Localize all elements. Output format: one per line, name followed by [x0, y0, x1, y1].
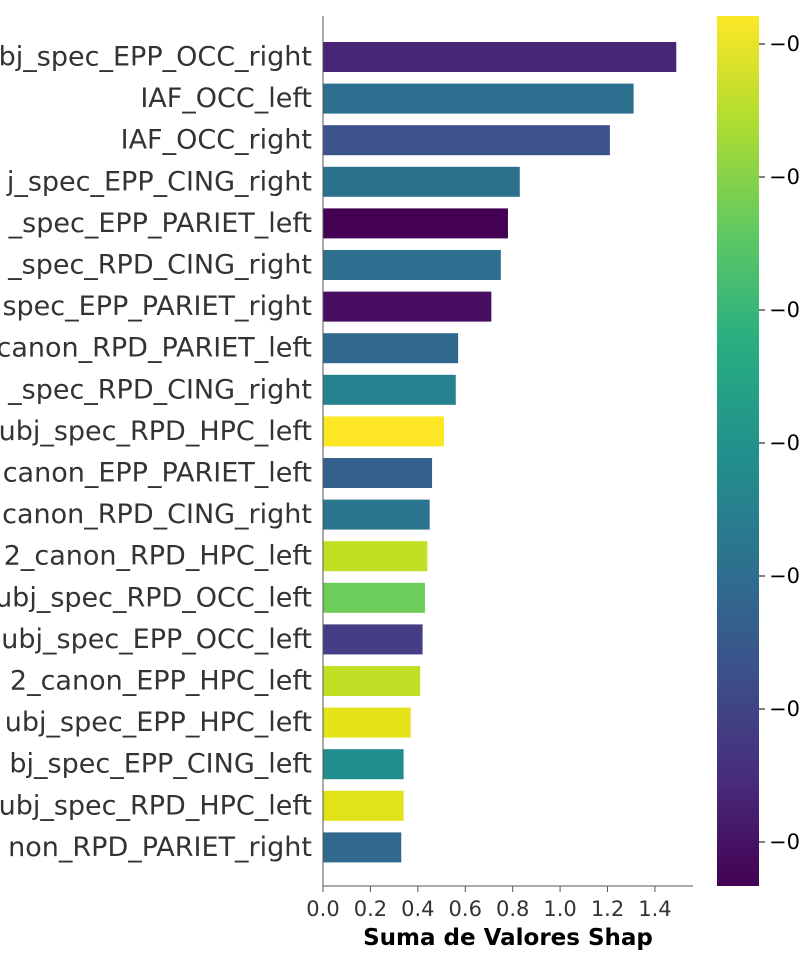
bar	[323, 125, 610, 156]
category-label: _spec_RPD_CING_right	[7, 374, 312, 405]
category-label: bj_spec_EPP_OCC_right	[0, 42, 312, 73]
bar	[323, 832, 402, 863]
category-label: ubj_spec_EPP_OCC_left	[1, 624, 312, 655]
bar	[323, 208, 508, 239]
x-axis-ticks: 0.0 0.2 0.4 0.6 0.8 1.0 1.2 1.4	[306, 886, 672, 921]
bar	[323, 707, 411, 738]
bar	[323, 499, 430, 530]
category-label: _spec_RPD_CING_right	[7, 250, 312, 281]
category-label: ubj_spec_RPD_OCC_left	[0, 582, 312, 613]
colorbar-tick-label: −0	[769, 697, 800, 721]
category-label: 2_canon_EPP_HPC_left	[10, 666, 312, 697]
bar	[323, 416, 444, 447]
colorbar-tick-label: −0	[769, 298, 800, 322]
category-label: j_spec_EPP_CING_right	[6, 166, 312, 197]
category-label: non_RPD_PARIET_right	[8, 832, 312, 863]
x-tick-label: 0.4	[401, 897, 434, 921]
x-tick-label: 0.2	[354, 897, 387, 921]
colorbar-ticks: −0 −0 −0 −0 −0 −0 −0	[759, 32, 800, 854]
category-label: canon_RPD_PARIET_left	[0, 333, 312, 364]
colorbar	[717, 16, 759, 886]
category-label: bj_spec_EPP_CING_left	[9, 749, 312, 780]
x-tick-label: 0.0	[306, 897, 339, 921]
colorbar-tick-label: −0	[769, 830, 800, 854]
colorbar-tick-label: −0	[769, 431, 800, 455]
category-label: IAF_OCC_right	[121, 125, 312, 156]
x-tick-label: 0.6	[449, 897, 482, 921]
bar	[323, 582, 425, 613]
bar	[323, 624, 423, 655]
category-label: ubj_spec_EPP_HPC_left	[5, 707, 312, 738]
category-label: ubj_spec_RPD_HPC_left	[0, 416, 312, 447]
category-label: 2_canon_RPD_HPC_left	[4, 541, 312, 572]
colorbar-tick-label: −0	[769, 165, 800, 189]
category-label: spec_EPP_PARIET_right	[2, 291, 312, 322]
bar	[323, 83, 634, 114]
bar	[323, 333, 459, 364]
x-tick-label: 1.4	[638, 897, 671, 921]
category-labels: bj_spec_EPP_OCC_right IAF_OCC_left IAF_OCC…	[0, 42, 312, 863]
bar	[323, 749, 404, 780]
bars	[323, 42, 677, 863]
bar	[323, 291, 492, 322]
category-label: canon_RPD_CING_right	[2, 499, 312, 530]
bar	[323, 166, 520, 197]
x-tick-label: 1.0	[543, 897, 576, 921]
category-label: ubj_spec_RPD_HPC_left	[0, 790, 312, 821]
bar	[323, 666, 421, 696]
bar	[323, 250, 501, 280]
bar	[323, 790, 404, 821]
x-tick-label: 0.8	[496, 897, 529, 921]
colorbar-tick-label: −0	[769, 32, 800, 56]
bar	[323, 458, 433, 488]
bar	[323, 42, 677, 72]
bar	[323, 541, 428, 572]
colorbar-tick-label: −0	[769, 564, 800, 588]
category-label: canon_EPP_PARIET_left	[3, 458, 312, 489]
category-label: _spec_EPP_PARIET_left	[8, 208, 312, 239]
x-axis-title: Suma de Valores Shap	[363, 925, 653, 950]
x-tick-label: 1.2	[591, 897, 624, 921]
bar	[323, 374, 456, 405]
category-label: IAF_OCC_left	[140, 83, 312, 114]
